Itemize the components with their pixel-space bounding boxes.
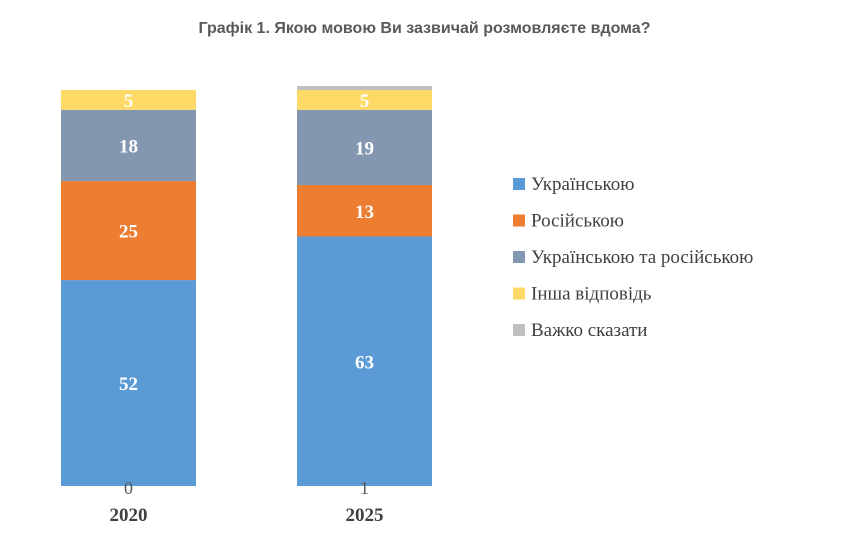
legend-swatch-2 — [513, 251, 525, 263]
bar-segment-2025-0 — [297, 236, 432, 486]
bar-segment-2020-0 — [61, 280, 196, 486]
legend-swatch-4 — [513, 324, 525, 336]
legend-label-3: Інша відповідь — [531, 284, 652, 305]
legend-label-2: Українською та російською — [531, 247, 753, 268]
bar-segment-2020-1 — [61, 181, 196, 281]
data-label-2020-1: 25 — [119, 222, 138, 243]
bar-segment-2025-4 — [297, 86, 432, 90]
legend-swatch-0 — [513, 178, 525, 190]
legend-swatch-3 — [513, 287, 525, 300]
data-label-2025-3: 5 — [360, 91, 370, 112]
bar-segment-2020-3 — [61, 90, 196, 110]
chart-title: Графік 1. Якою мовою Ви зазвичай розмовл… — [198, 20, 651, 37]
legend-label-0: Українською — [531, 174, 634, 195]
legend-swatch-1 — [513, 214, 525, 227]
bar-segment-2020-2 — [61, 109, 196, 182]
data-label-2020-2: 18 — [119, 136, 138, 157]
data-label-2020-0: 52 — [119, 374, 138, 395]
legend-label-1: Російською — [531, 211, 624, 232]
x-tick-label-2020: 2020 — [110, 505, 148, 526]
data-label-2025-1: 13 — [355, 202, 374, 223]
bar-segment-2025-1 — [297, 185, 432, 237]
bar-segment-2025-2 — [297, 109, 432, 186]
data-label-2025-4: 1 — [360, 478, 369, 498]
x-tick-label-2025: 2025 — [346, 505, 384, 526]
legend-label-4: Важко сказати — [531, 320, 647, 341]
data-label-2020-4: 0 — [124, 478, 133, 498]
bar-segment-2025-3 — [297, 90, 432, 110]
data-label-2020-3: 5 — [124, 91, 134, 112]
data-label-2025-2: 19 — [355, 138, 374, 159]
data-label-2025-0: 63 — [355, 352, 374, 373]
